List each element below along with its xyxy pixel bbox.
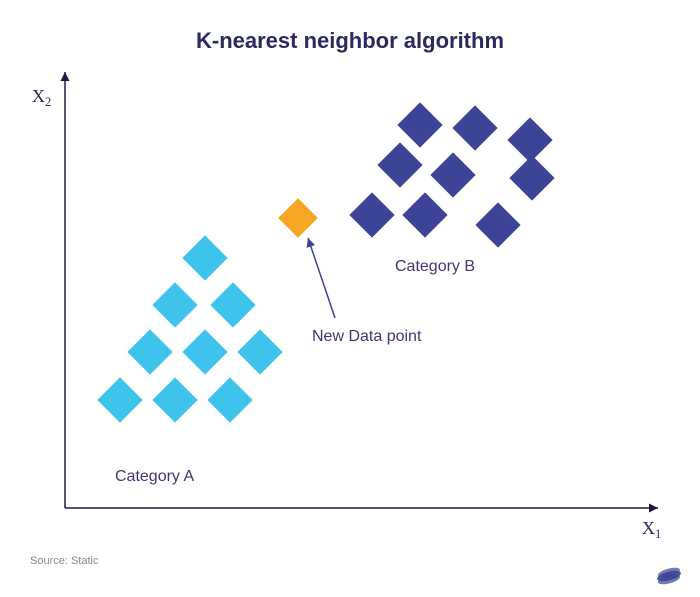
annotation-arrow: [308, 238, 335, 318]
source-text: Source: Static: [30, 555, 98, 567]
axis-svg: [0, 0, 700, 597]
y-axis-label-text: X: [32, 86, 45, 106]
y-axis-label-sub: 2: [45, 95, 51, 109]
logo-icon: [655, 562, 683, 590]
x-axis-label-text: X: [642, 518, 655, 538]
y-axis-label: X2: [32, 86, 51, 107]
x-axis-label: X1: [642, 518, 661, 539]
category-a-label: Category A: [115, 468, 194, 486]
new-point-label: New Data point: [312, 328, 421, 346]
category-b-label: Category B: [395, 258, 475, 276]
x-axis-label-sub: 1: [655, 527, 661, 541]
